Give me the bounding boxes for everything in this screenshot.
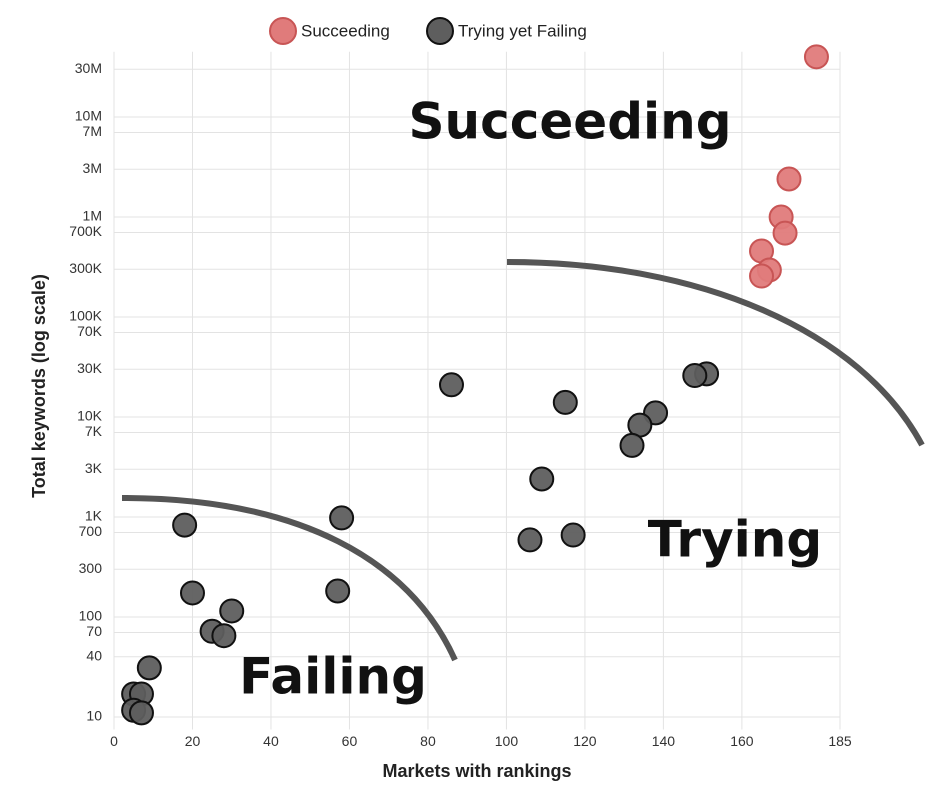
- y-tick-label: 3K: [85, 460, 103, 476]
- y-tick-label: 700: [79, 523, 103, 539]
- y-tick-label: 3M: [83, 160, 102, 176]
- legend-label: Succeeding: [301, 21, 390, 40]
- legend-label: Trying yet Failing: [458, 21, 587, 40]
- point: [211, 623, 237, 649]
- y-tick-label: 40: [86, 648, 102, 664]
- point: [128, 700, 154, 726]
- point: [749, 263, 775, 289]
- y-tick-label: 300K: [69, 260, 102, 276]
- x-tick-label: 160: [730, 733, 754, 749]
- x-axis-label: Markets with rankings: [382, 761, 571, 781]
- y-tick-label: 100: [79, 608, 103, 624]
- y-tick-label: 10: [86, 708, 102, 724]
- x-tick-label: 185: [828, 733, 852, 749]
- point: [325, 578, 351, 604]
- point: [560, 522, 586, 548]
- y-tick-label: 1K: [85, 508, 103, 524]
- y-tick-label: 10M: [75, 108, 102, 124]
- point: [619, 432, 645, 458]
- point: [517, 527, 543, 553]
- failing-boundary: [121, 495, 458, 662]
- annotation: Succeeding: [408, 93, 731, 151]
- x-tick-label: 20: [185, 733, 201, 749]
- point: [803, 44, 829, 70]
- y-tick-label: 10K: [77, 408, 103, 424]
- y-tick-label: 100K: [69, 308, 102, 324]
- x-tick-label: 80: [420, 733, 436, 749]
- y-tick-label: 30M: [75, 60, 102, 76]
- y-tick-label: 700K: [69, 223, 102, 239]
- annotation: Failing: [239, 648, 427, 706]
- x-tick-label: 60: [342, 733, 358, 749]
- point: [776, 166, 802, 192]
- point: [219, 598, 245, 624]
- succeeding-boundary: [506, 259, 925, 447]
- point: [329, 505, 355, 531]
- legend-marker: [426, 17, 454, 45]
- x-tick-label: 140: [652, 733, 676, 749]
- point: [179, 580, 205, 606]
- y-tick-label: 70K: [77, 323, 103, 339]
- point: [682, 363, 708, 389]
- x-tick-label: 100: [495, 733, 519, 749]
- y-tick-label: 300: [79, 560, 103, 576]
- legend-marker: [269, 17, 297, 45]
- x-tick-label: 120: [573, 733, 597, 749]
- y-tick-label: 30K: [77, 360, 103, 376]
- y-tick-label: 7M: [83, 123, 102, 139]
- x-tick-label: 0: [110, 733, 118, 749]
- y-tick-label: 1M: [83, 208, 102, 224]
- point: [529, 466, 555, 492]
- y-axis-label: Total keywords (log scale): [29, 274, 49, 498]
- y-tick-label: 70: [86, 623, 102, 639]
- point: [772, 220, 798, 246]
- point: [438, 372, 464, 398]
- point: [136, 655, 162, 681]
- annotation: Trying: [648, 511, 822, 569]
- point: [552, 389, 578, 415]
- point: [172, 512, 198, 538]
- x-tick-label: 40: [263, 733, 279, 749]
- y-tick-label: 7K: [85, 423, 103, 439]
